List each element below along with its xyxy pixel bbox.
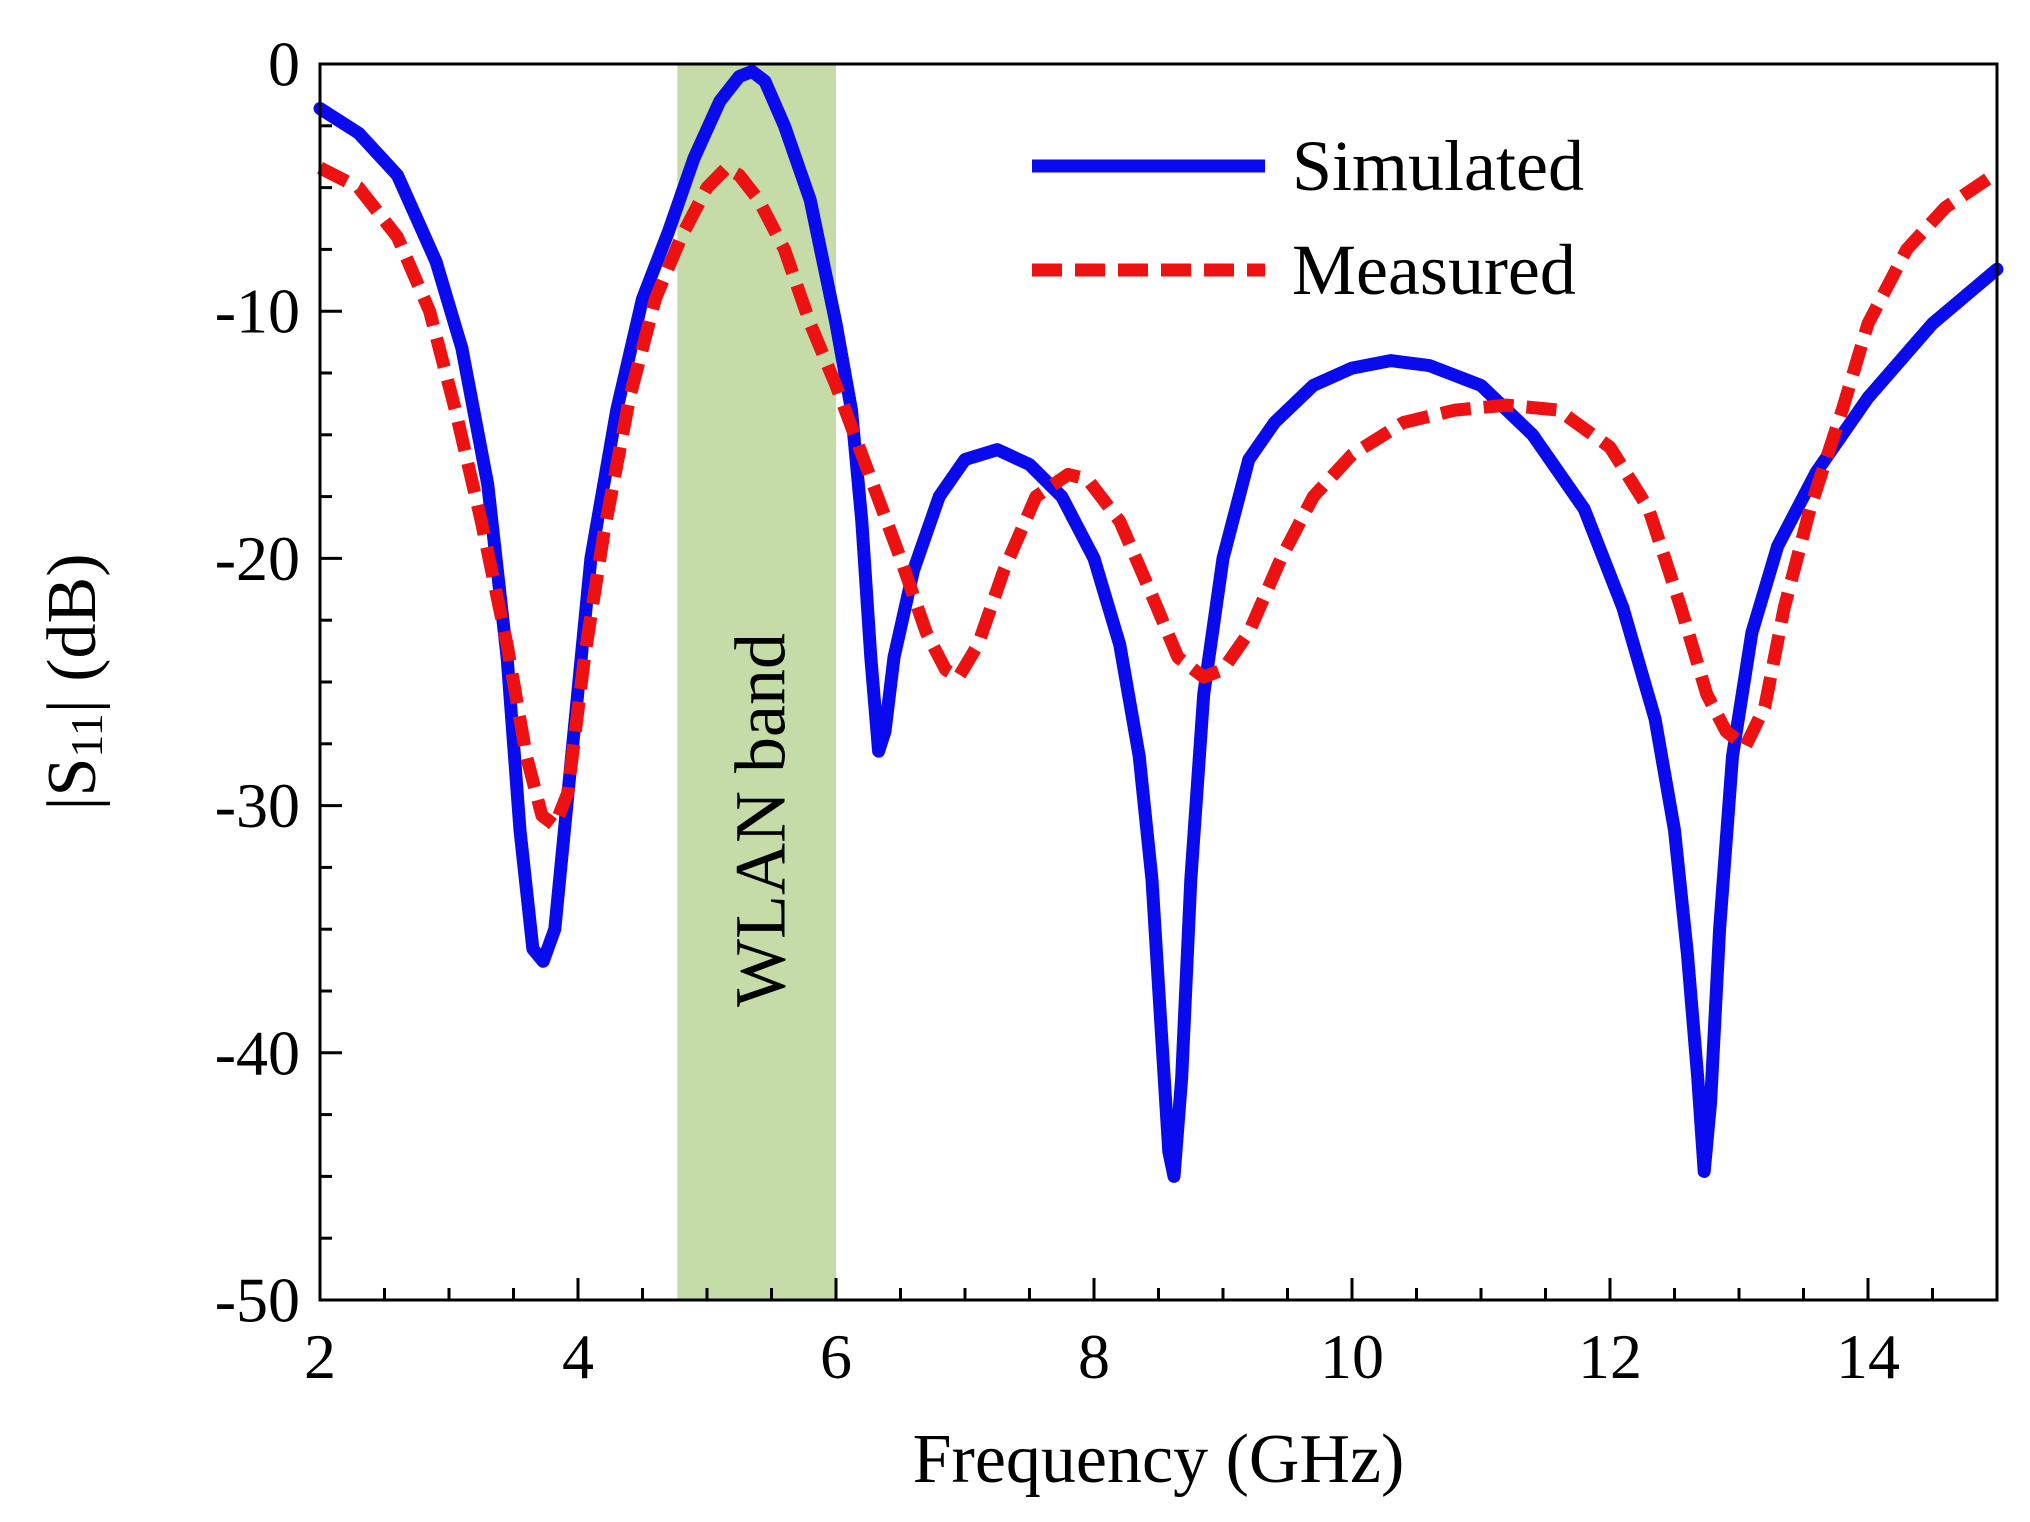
plot-frame: [318, 62, 1999, 1302]
legend-label-simulated: Simulated: [1292, 126, 1584, 206]
y-axis-label-suffix: | (dB): [34, 553, 111, 713]
x-tick-label: 8: [1078, 1321, 1110, 1392]
x-tick-label: 12: [1578, 1321, 1642, 1392]
y-tick-label: 0: [268, 29, 300, 100]
y-tick-label: -10: [215, 276, 300, 347]
y-axis-label: |S11| (dB): [34, 553, 112, 810]
x-tick-label: 4: [562, 1321, 594, 1392]
y-axis-label-subscript: 11: [61, 713, 112, 757]
x-tick-label: 14: [1836, 1321, 1900, 1392]
x-tick-labels: 2 4 6 8 10 12 14: [304, 1321, 1900, 1392]
y-tick-labels: 0 -10 -20 -30 -40 -50: [215, 29, 300, 1336]
y-tick-label: -50: [215, 1265, 300, 1336]
x-tick-label: 2: [304, 1321, 336, 1392]
x-tick-label: 6: [820, 1321, 852, 1392]
wlan-band-label: WLAN band: [721, 633, 801, 1007]
x-tick-label: 10: [1320, 1321, 1384, 1392]
wlan-band-shading: [677, 64, 836, 1300]
y-tick-label: -30: [215, 770, 300, 841]
y-axis-label-prefix: |S: [34, 758, 111, 811]
y-tick-label: -20: [215, 523, 300, 594]
x-axis-label: Frequency (GHz): [913, 1421, 1405, 1498]
series-line-measured: [317, 161, 2001, 832]
data-curves: [313, 64, 2004, 1183]
legend: Simulated Measured: [1032, 126, 1584, 310]
legend-label-measured: Measured: [1292, 230, 1576, 310]
y-tick-label: -40: [215, 1017, 300, 1088]
